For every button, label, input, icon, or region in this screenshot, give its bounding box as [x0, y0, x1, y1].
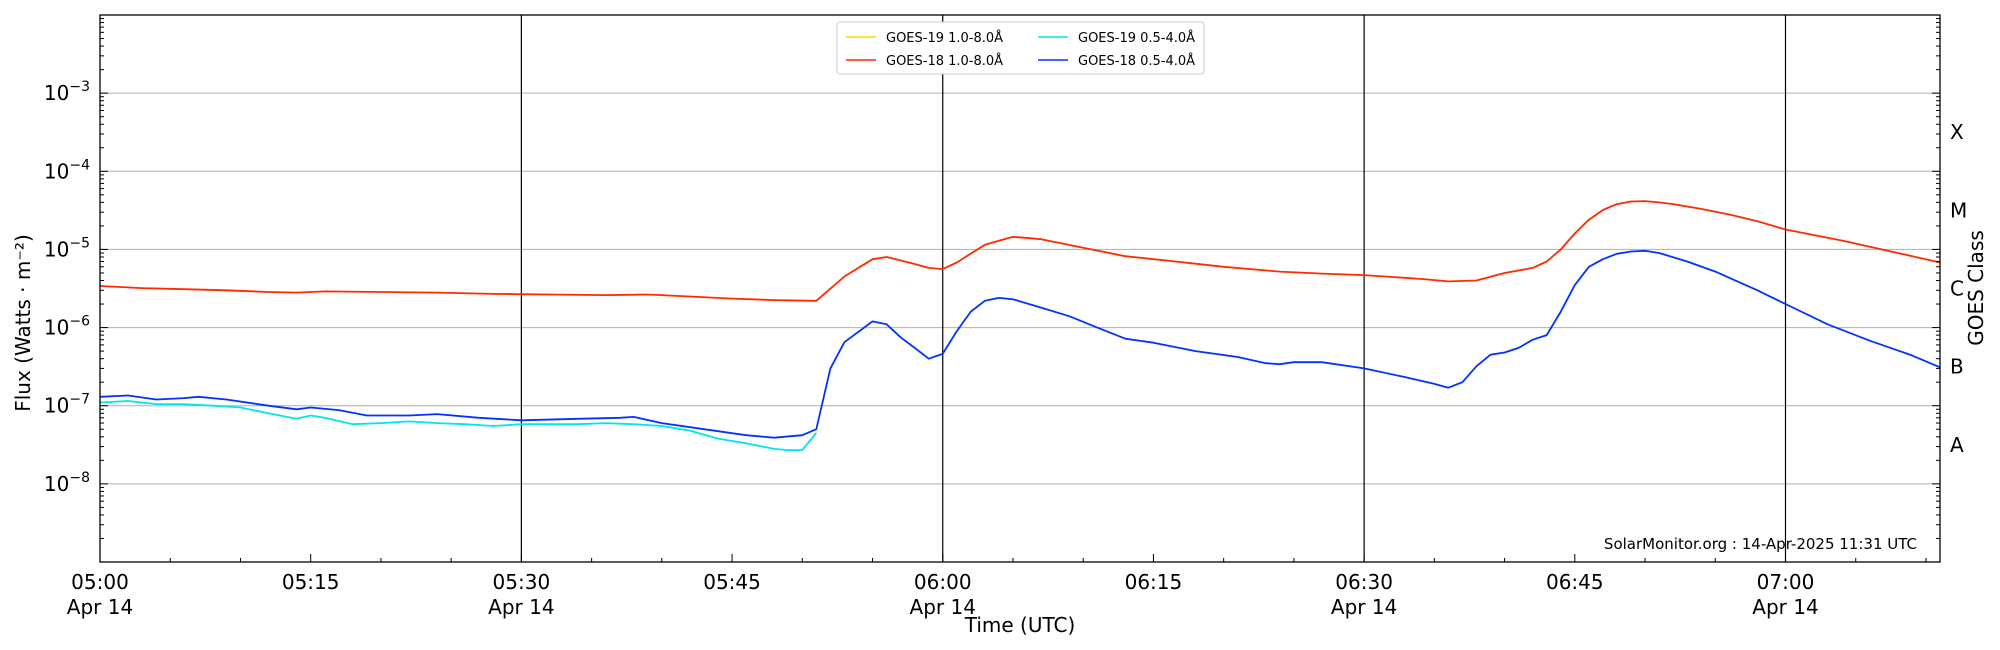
- y-tick-label: 10−4: [44, 157, 90, 183]
- x-tick-label: 05:30: [493, 570, 551, 594]
- x-tick-date-label: Apr 14: [488, 595, 554, 619]
- plot-frame: [99, 14, 1941, 563]
- series-line: [99, 200, 1941, 302]
- y-tick-labels: 10−8 10−7 10−6 10−5 10−4 10−3: [44, 79, 90, 496]
- x-tick-label: 06:00: [914, 570, 972, 594]
- series-line: [99, 249, 1941, 439]
- legend-label: GOES-18 1.0-8.0Å: [886, 53, 1003, 69]
- x-tick-label: 06:15: [1125, 570, 1183, 594]
- axis-ticks: [99, 18, 1940, 563]
- series-line: [99, 400, 817, 452]
- goes-class-label: M: [1950, 198, 1967, 222]
- x-tick-label: 05:00: [71, 570, 129, 594]
- series-lines: [99, 200, 1941, 452]
- y-tick-label: 10−3: [44, 79, 90, 105]
- y-tick-label: 10−8: [44, 470, 90, 496]
- x-tick-date-label: Apr 14: [1752, 595, 1818, 619]
- y-tick-label: 10−7: [44, 392, 90, 418]
- y-tick-label: 10−6: [44, 314, 90, 340]
- legend-label: GOES-18 0.5-4.0Å: [1078, 53, 1195, 69]
- goes-class-label: X: [1950, 120, 1964, 144]
- x-tick-label: 05:15: [282, 570, 340, 594]
- right-axis-label: GOES Class: [1964, 230, 1988, 346]
- legend-label: GOES-19 0.5-4.0Å: [1078, 30, 1195, 46]
- x-tick-label: 06:30: [1335, 570, 1393, 594]
- x-tick-label: 06:45: [1546, 570, 1604, 594]
- x-tick-date-label: Apr 14: [910, 595, 976, 619]
- x-tick-date-label: Apr 14: [1331, 595, 1397, 619]
- goes-class-label: A: [1950, 433, 1964, 457]
- goes-class-labels: A B C M X: [1950, 120, 1967, 457]
- chart-legend: GOES-19 1.0-8.0Å GOES-18 1.0-8.0Å GOES-19 …: [836, 21, 1205, 75]
- goes-class-label: C: [1950, 277, 1964, 301]
- x-tick-label: 05:45: [703, 570, 761, 594]
- legend-label: GOES-19 1.0-8.0Å: [886, 30, 1003, 46]
- legend-box: [836, 21, 1205, 75]
- grid-lines: [100, 92, 1940, 485]
- watermark-text: SolarMonitor.org : 14-Apr-2025 11:31 UTC: [1604, 535, 1917, 553]
- x-tick-date-label: Apr 14: [67, 595, 133, 619]
- x-axis-label: Time (UTC): [964, 613, 1076, 637]
- y-axis-label: Flux (Watts · m⁻²): [11, 234, 35, 412]
- y-tick-label: 10−5: [44, 235, 90, 261]
- goes-class-label: B: [1950, 355, 1964, 379]
- x-tick-label: 07:00: [1757, 570, 1815, 594]
- day-markers: [520, 15, 1787, 562]
